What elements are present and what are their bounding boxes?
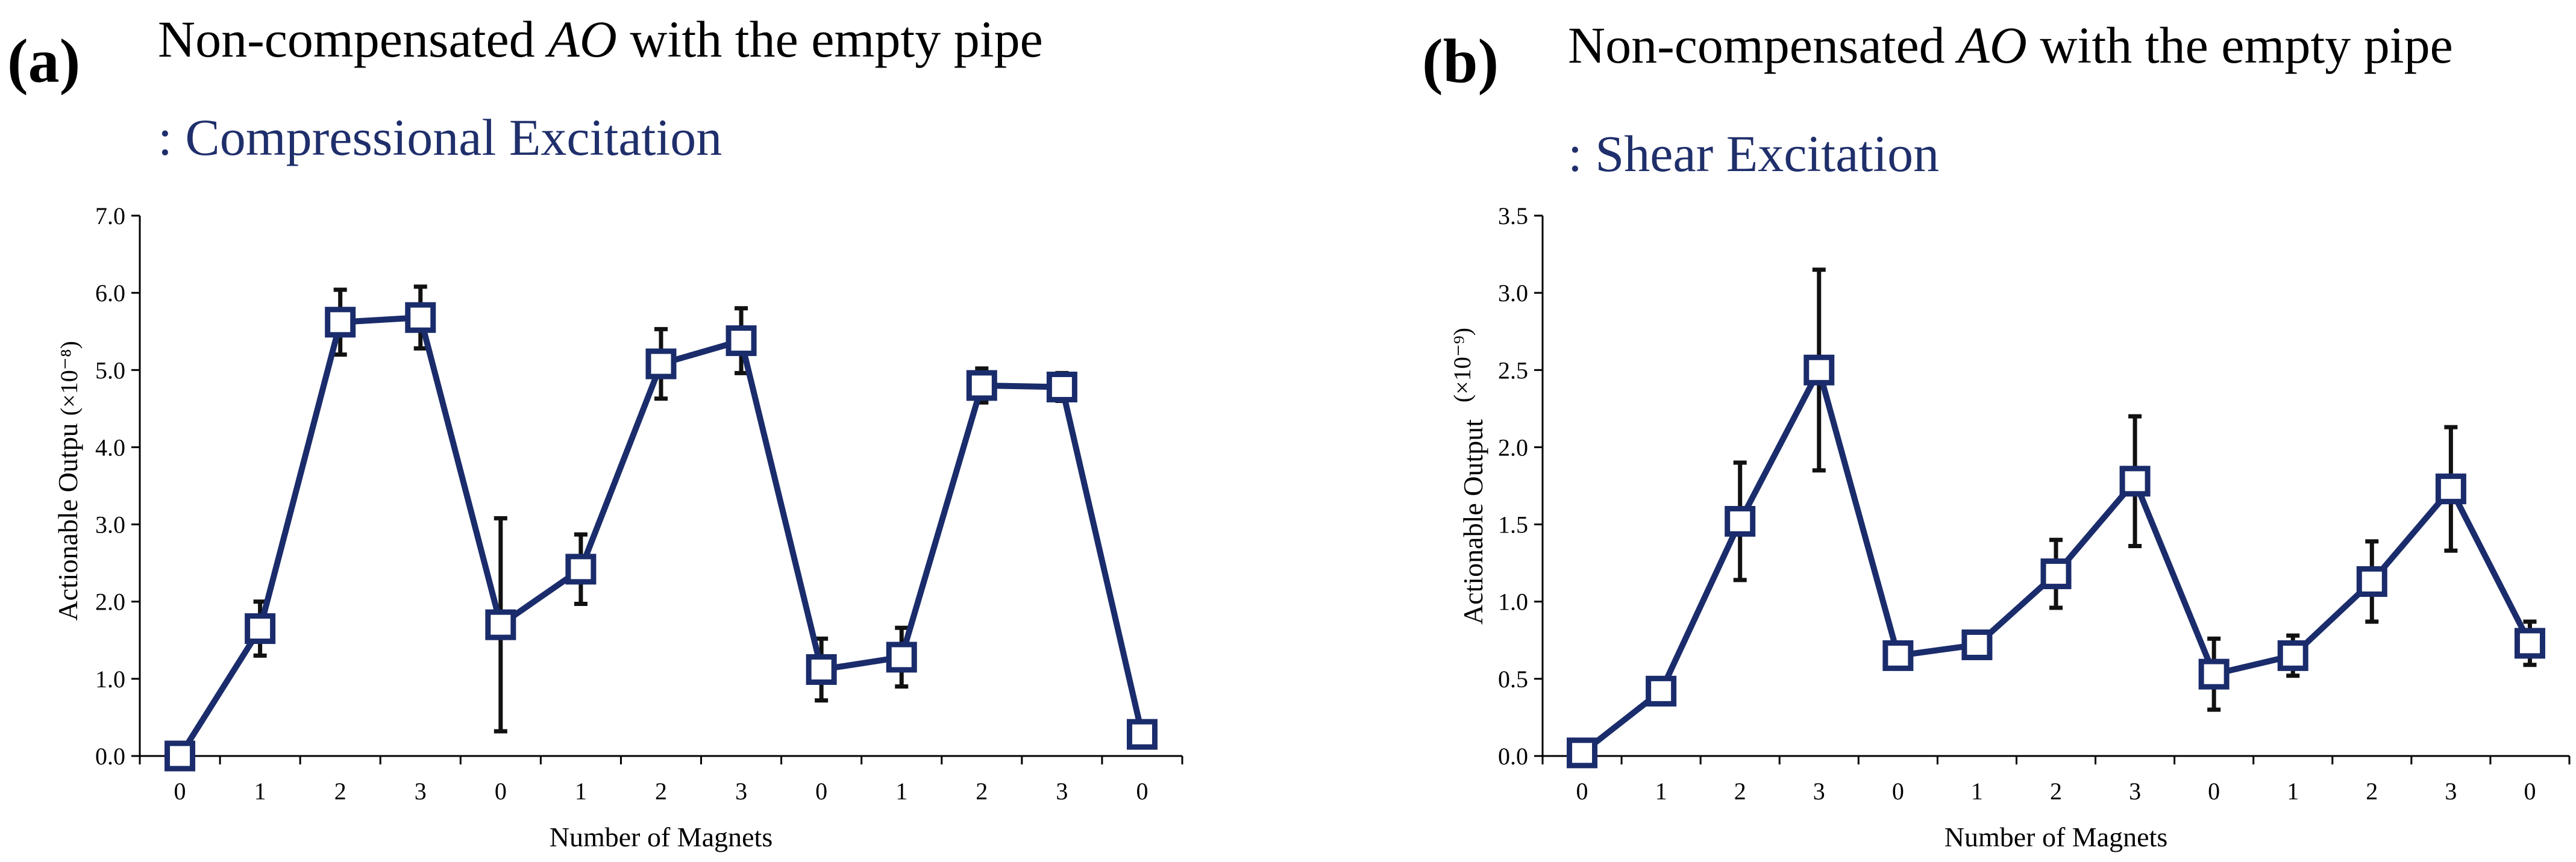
x-axis-label: Number of Magnets [550, 822, 772, 852]
y-tick-label: 2.5 [1498, 357, 1528, 384]
chart-plot-area: 0.0 0.5 1.0 1.5 2.0 2.5 3.0 3.5 0 1 2 3 0 1 2 3 0 1 2 3 0 Num… [1449, 202, 2571, 852]
x-tick-label: 2 [2366, 778, 2378, 805]
data-point-marker [1646, 675, 1677, 707]
data-point-marker [2277, 640, 2308, 671]
x-tick-label: 2 [1734, 778, 1746, 805]
x-tick-label: 3 [415, 778, 427, 805]
data-point-marker [1046, 371, 1077, 402]
chart-plot-area: 0.0 1.0 2.0 3.0 4.0 5.0 6.0 7.0 0 1 2 3 0 1 2 3 0 1 2 3 0 Num… [52, 202, 1183, 852]
x-tick-label: 3 [1056, 778, 1068, 805]
x-tick-label: 0 [495, 778, 507, 805]
y-tick-label: 0.5 [1498, 666, 1528, 693]
title-suffix: with the empty pipe [616, 10, 1043, 68]
data-point-marker [325, 307, 356, 338]
y-axis-label: Actionable Outpu [52, 423, 83, 620]
x-tick-label: 3 [2445, 778, 2457, 805]
y-tick-label: 0.0 [1498, 743, 1528, 770]
data-point-marker [1567, 737, 1598, 769]
y-tick-label: 3.0 [1498, 280, 1528, 307]
title-italic: AO [548, 10, 617, 68]
x-tick-label: 0 [815, 778, 827, 805]
chart-subtitle: : Shear Excitation [1568, 125, 1940, 183]
y-tick-label: 5.0 [95, 357, 125, 384]
data-point-marker [2356, 566, 2387, 597]
data-point-marker [645, 348, 677, 379]
y-tick-label: 6.0 [95, 280, 125, 307]
data-point-marker [806, 654, 837, 685]
x-tick-label: 3 [1813, 778, 1825, 805]
x-tick-label: 0 [1576, 778, 1588, 805]
data-point-marker [2435, 473, 2466, 505]
x-tick-label: 0 [2208, 778, 2220, 805]
x-tick-label: 2 [655, 778, 667, 805]
x-tick-label: 3 [735, 778, 747, 805]
y-axis-unit-label: (×10⁻⁹) [1449, 328, 1476, 402]
data-point-marker [1126, 719, 1158, 750]
x-tick-label: 3 [2129, 778, 2141, 805]
data-point-marker [245, 613, 276, 645]
chart-title: Non-compensated AO with the empty pipe [1568, 19, 2453, 71]
y-tick-label: 1.0 [1498, 589, 1528, 616]
data-point-marker [886, 642, 917, 673]
data-point-marker [1961, 629, 1993, 660]
data-point-marker [165, 740, 196, 772]
y-tick-label: 7.0 [95, 202, 125, 230]
data-point-marker [1804, 354, 1835, 386]
title-suffix: with the empty pipe [2026, 16, 2453, 74]
x-axis-label: Number of Magnets [1945, 822, 2167, 852]
y-tick-label: 2.0 [1498, 434, 1528, 461]
chart-title: Non-compensated AO with the empty pipe [158, 13, 1043, 65]
x-tick-label: 1 [2287, 778, 2299, 805]
panel-b: (b) Non-compensated AO with the empty pi… [1410, 0, 2576, 862]
y-tick-label: 0.0 [95, 743, 125, 770]
data-point-marker [1725, 505, 1756, 537]
y-tick-label: 3.0 [95, 511, 125, 539]
data-point-marker [1882, 640, 1914, 671]
data-point-marker [2198, 658, 2230, 690]
x-tick-label: 1 [575, 778, 587, 805]
panel-label: (a) [7, 27, 81, 96]
data-point-marker [2514, 628, 2545, 659]
x-tick-label: 0 [2524, 778, 2536, 805]
x-tick-label: 2 [334, 778, 346, 805]
title-prefix: Non-compensated [158, 10, 548, 68]
x-tick-label: 1 [1655, 778, 1667, 805]
data-point-marker [2119, 466, 2151, 497]
y-axis-unit-label: (×10⁻⁸) [55, 341, 83, 416]
title-italic: AO [1958, 16, 2027, 74]
y-tick-label: 2.0 [95, 589, 125, 616]
x-tick-label: 0 [1892, 778, 1904, 805]
x-tick-label: 2 [2050, 778, 2062, 805]
x-tick-label: 0 [174, 778, 186, 805]
data-point-marker [565, 554, 597, 585]
x-tick-label: 2 [976, 778, 988, 805]
y-axis-label: Actionable Output [1458, 419, 1488, 625]
panel-a: (a) Non-compensated AO with the empty pi… [7, 13, 1183, 852]
x-tick-label: 1 [1971, 778, 1983, 805]
data-point-marker [485, 609, 516, 640]
title-prefix: Non-compensated [1568, 16, 1958, 74]
data-point-marker [2040, 558, 2072, 590]
data-point-marker [405, 302, 436, 333]
panel-label: (b) [1422, 27, 1499, 96]
x-tick-label: 0 [1136, 778, 1148, 805]
data-point-marker [966, 370, 997, 401]
y-tick-label: 1.0 [95, 666, 125, 693]
chart-subtitle: : Compressional Excitation [158, 108, 722, 166]
y-tick-label: 3.5 [1498, 202, 1528, 230]
x-tick-label: 1 [254, 778, 266, 805]
y-tick-label: 1.5 [1498, 511, 1528, 539]
y-tick-label: 4.0 [95, 434, 125, 461]
data-point-marker [725, 325, 757, 357]
x-tick-label: 1 [895, 778, 907, 805]
